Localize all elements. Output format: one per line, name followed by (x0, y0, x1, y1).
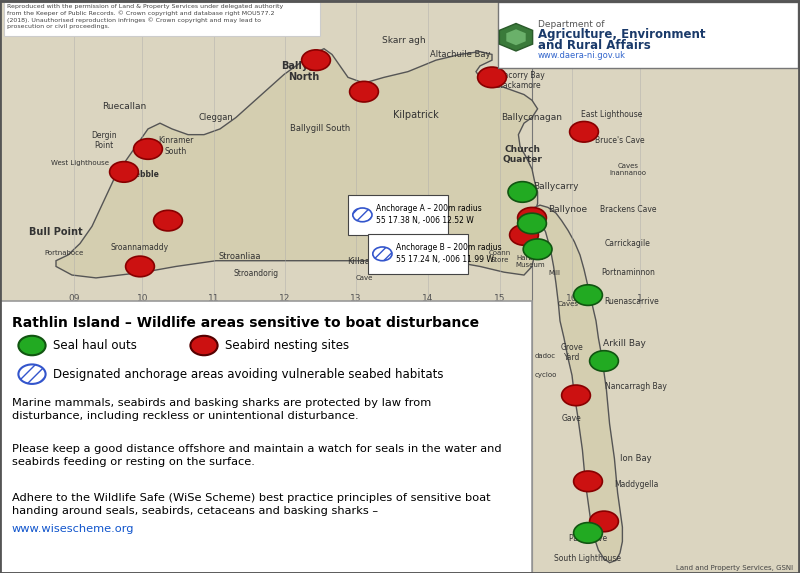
Circle shape (562, 385, 590, 406)
Circle shape (478, 67, 506, 88)
Text: 16: 16 (566, 293, 578, 303)
Text: Carrickagile: Carrickagile (605, 239, 651, 248)
Text: Mill: Mill (549, 270, 560, 276)
Text: Stroandorig: Stroandorig (234, 269, 278, 278)
Text: and Rural Affairs: and Rural Affairs (538, 39, 650, 52)
Text: Land and Property Services, GSNI: Land and Property Services, GSNI (677, 566, 794, 571)
FancyBboxPatch shape (4, 2, 320, 36)
Text: Gave: Gave (562, 414, 582, 423)
Text: Cleggan: Cleggan (198, 113, 234, 122)
FancyBboxPatch shape (368, 234, 468, 274)
Circle shape (574, 471, 602, 492)
Polygon shape (56, 49, 538, 278)
Circle shape (510, 225, 538, 245)
Text: Ion Bay: Ion Bay (620, 454, 652, 463)
Circle shape (518, 207, 546, 228)
Text: Reproduced with the permission of Land & Property Services under delegated autho: Reproduced with the permission of Land &… (7, 4, 283, 29)
Text: West Lighthouse: West Lighthouse (51, 160, 109, 166)
Text: Ballycarry: Ballycarry (534, 182, 578, 191)
Text: Agriculture, Environment: Agriculture, Environment (538, 28, 705, 41)
Text: Ballyconagan: Ballyconagan (502, 113, 562, 122)
Circle shape (518, 213, 546, 234)
Text: 13: 13 (350, 293, 362, 303)
Circle shape (574, 523, 602, 543)
Text: www.daera-ni.gov.uk: www.daera-ni.gov.uk (538, 51, 626, 60)
Text: Park Cove: Park Cove (569, 534, 607, 543)
Text: 11: 11 (208, 293, 219, 303)
Text: Adhere to the Wildlife Safe (WiSe Scheme) best practice principles of sensitive : Adhere to the Wildlife Safe (WiSe Scheme… (12, 493, 490, 516)
Circle shape (110, 162, 138, 182)
Text: Altacorry Bay
Stackamore: Altacorry Bay Stackamore (493, 70, 544, 90)
Circle shape (590, 511, 618, 532)
Text: Cantruan: Cantruan (498, 35, 550, 45)
Text: 1: 1 (637, 293, 643, 303)
Circle shape (508, 182, 537, 202)
Text: Ballygill South: Ballygill South (290, 124, 350, 134)
Circle shape (574, 285, 602, 305)
Text: Stroanliaa: Stroanliaa (218, 252, 262, 261)
Text: 09: 09 (69, 293, 80, 303)
Circle shape (523, 239, 552, 260)
Polygon shape (506, 29, 526, 45)
Circle shape (154, 210, 182, 231)
Circle shape (190, 336, 218, 355)
Circle shape (18, 336, 46, 355)
Text: Grove
Yard: Grove Yard (561, 343, 583, 362)
Text: Church
Quarter: Church Quarter (502, 145, 542, 164)
Circle shape (353, 208, 372, 222)
Text: Altachuile Bay: Altachuile Bay (430, 50, 490, 59)
Text: Marine mammals, seabirds and basking sharks are protected by law from
disturbanc: Marine mammals, seabirds and basking sha… (12, 398, 431, 421)
Circle shape (350, 81, 378, 102)
Text: cycloo: cycloo (534, 372, 557, 378)
Text: Anchorage B – 200m radius
55 17.24 N, -006 11.99 W: Anchorage B – 200m radius 55 17.24 N, -0… (396, 244, 502, 264)
Text: dadoc: dadoc (535, 354, 556, 359)
FancyBboxPatch shape (0, 0, 800, 307)
Text: Cave: Cave (435, 270, 453, 276)
Text: www.wisescheme.org: www.wisescheme.org (12, 524, 134, 534)
Circle shape (570, 121, 598, 142)
Text: Please keep a good distance offshore and maintain a watch for seals in the water: Please keep a good distance offshore and… (12, 444, 502, 467)
Text: Kebble: Kebble (129, 170, 159, 179)
Circle shape (126, 256, 154, 277)
Text: Cave: Cave (355, 275, 373, 281)
Text: South Lighthouse: South Lighthouse (554, 554, 622, 563)
Text: Anchorage A – 200m radius
55 17.38 N, -006 12.52 W: Anchorage A – 200m radius 55 17.38 N, -0… (376, 205, 482, 225)
Text: 12: 12 (279, 293, 290, 303)
Text: 10: 10 (137, 293, 148, 303)
Text: Sroannamaddy: Sroannamaddy (111, 243, 169, 252)
Text: Bruce's Cave: Bruce's Cave (595, 136, 645, 145)
Text: Caves
Inannanoo: Caves Inannanoo (610, 163, 646, 175)
Circle shape (373, 247, 392, 261)
Text: Arkill Bay: Arkill Bay (602, 339, 646, 348)
Text: Portnaboce: Portnaboce (44, 250, 84, 256)
Text: Dergin
Point: Dergin Point (91, 131, 117, 150)
Text: Ballynoe: Ballynoe (549, 205, 587, 214)
Text: Brackens Cave: Brackens Cave (600, 205, 656, 214)
Text: East Lighthouse: East Lighthouse (582, 110, 642, 119)
Text: Ruenascarrive: Ruenascarrive (605, 297, 659, 307)
Text: Designated anchorage areas avoiding vulnerable seabed habitats: Designated anchorage areas avoiding vuln… (53, 368, 443, 380)
Text: Portnaminnon: Portnaminnon (601, 268, 655, 277)
Text: Seal haul outs: Seal haul outs (53, 339, 137, 352)
Text: Kilpatrick: Kilpatrick (393, 109, 439, 120)
Circle shape (590, 351, 618, 371)
Text: 14: 14 (422, 293, 434, 303)
Text: Harbour
Museum: Harbour Museum (515, 256, 546, 268)
FancyBboxPatch shape (498, 2, 798, 68)
FancyBboxPatch shape (0, 301, 532, 573)
Text: Seabird nesting sites: Seabird nesting sites (225, 339, 349, 352)
FancyBboxPatch shape (532, 0, 800, 573)
Text: Nancarragh Bay: Nancarragh Bay (605, 382, 667, 391)
Text: Maddygella: Maddygella (614, 480, 658, 489)
Text: Bull Point: Bull Point (29, 227, 83, 237)
Circle shape (134, 139, 162, 159)
Text: Skarr agh: Skarr agh (382, 36, 426, 45)
Text: Rathlin Island – Wildlife areas sensitive to boat disturbance: Rathlin Island – Wildlife areas sensitiv… (12, 316, 479, 330)
Text: 15: 15 (494, 293, 506, 303)
Text: Ruecallan: Ruecallan (102, 101, 146, 111)
Circle shape (18, 364, 46, 384)
Text: Caves: Caves (558, 301, 578, 307)
Polygon shape (534, 205, 622, 563)
Text: Kinramer
South: Kinramer South (158, 136, 194, 156)
